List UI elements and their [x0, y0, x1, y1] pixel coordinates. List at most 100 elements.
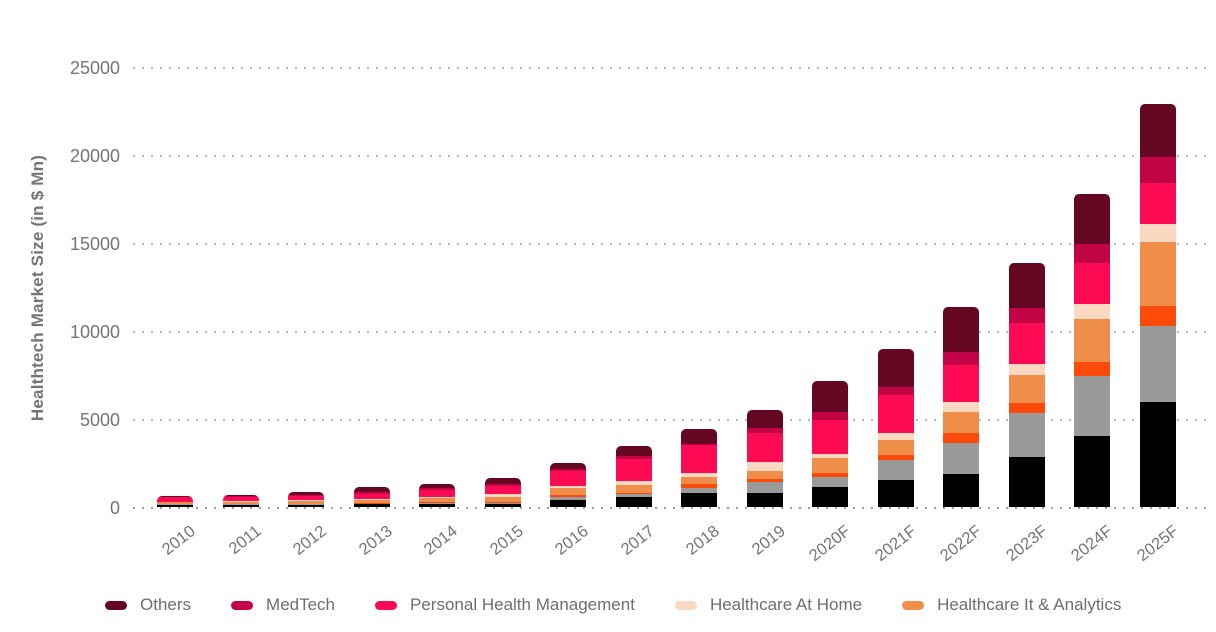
- bar-segment-2015-healthcare-it-analytics[interactable]: [484, 497, 521, 503]
- bar-segment-2015-unlabeled-0[interactable]: [484, 504, 521, 508]
- bar-segment-2014-healthcare-at-home[interactable]: [419, 496, 456, 499]
- bar-segment-2020F-others[interactable]: [812, 380, 849, 412]
- bar-segment-2021F-others[interactable]: [877, 348, 914, 387]
- bar-segment-2010-personal-health-management[interactable]: [157, 497, 194, 502]
- bar-segment-2016-medtech[interactable]: [550, 469, 587, 472]
- bar-segment-2025F-unlabeled-1[interactable]: [1139, 326, 1176, 403]
- bar-segment-2019-unlabeled-0[interactable]: [746, 492, 783, 508]
- bar-segment-2024F-unlabeled-0[interactable]: [1074, 436, 1111, 508]
- bar-segment-2017-unlabeled-1[interactable]: [615, 494, 652, 498]
- bar-segment-2024F-medtech[interactable]: [1074, 244, 1111, 264]
- bar-segment-2015-unlabeled-1[interactable]: [484, 503, 521, 505]
- bar-segment-2025F-healthcare-it-analytics[interactable]: [1139, 242, 1176, 307]
- bar-segment-2011-healthcare-it-analytics[interactable]: [222, 501, 259, 505]
- bar-segment-2019-unlabeled-2[interactable]: [746, 478, 783, 482]
- bar-segment-2013-healthcare-at-home[interactable]: [353, 499, 390, 501]
- bar-2015[interactable]: [484, 478, 521, 508]
- bar-segment-2015-personal-health-management[interactable]: [484, 485, 521, 495]
- bar-2014[interactable]: [419, 483, 456, 508]
- bar-segment-2013-unlabeled-1[interactable]: [353, 503, 390, 505]
- bar-segment-2014-unlabeled-0[interactable]: [419, 503, 456, 508]
- bar-segment-2018-healthcare-at-home[interactable]: [681, 473, 718, 478]
- bar-segment-2010-others[interactable]: [157, 495, 194, 497]
- bar-2018[interactable]: [681, 428, 718, 508]
- bar-segment-2019-personal-health-management[interactable]: [746, 432, 783, 463]
- bar-segment-2014-healthcare-it-analytics[interactable]: [419, 498, 456, 503]
- bar-segment-2018-others[interactable]: [681, 428, 718, 444]
- bar-segment-2024F-unlabeled-1[interactable]: [1074, 376, 1111, 437]
- bar-segment-2025F-unlabeled-2[interactable]: [1139, 306, 1176, 327]
- bar-2012[interactable]: [288, 492, 325, 508]
- bar-segment-2011-healthcare-at-home[interactable]: [222, 501, 259, 502]
- bar-segment-2023F-healthcare-it-analytics[interactable]: [1008, 375, 1045, 404]
- bar-2010[interactable]: [157, 495, 194, 508]
- bar-segment-2022F-unlabeled-1[interactable]: [943, 443, 980, 475]
- bar-segment-2014-others[interactable]: [419, 483, 456, 488]
- bar-segment-2015-unlabeled-2[interactable]: [484, 502, 521, 504]
- bar-segment-2018-unlabeled-0[interactable]: [681, 493, 718, 508]
- bar-segment-2011-others[interactable]: [222, 495, 259, 497]
- bar-segment-2023F-unlabeled-2[interactable]: [1008, 403, 1045, 414]
- bar-segment-2016-healthcare-it-analytics[interactable]: [550, 488, 587, 496]
- bar-segment-2021F-unlabeled-2[interactable]: [877, 455, 914, 461]
- bar-segment-2021F-unlabeled-1[interactable]: [877, 460, 914, 481]
- bar-segment-2016-personal-health-management[interactable]: [550, 471, 587, 487]
- bar-segment-2018-personal-health-management[interactable]: [681, 445, 718, 474]
- bar-segment-2013-medtech[interactable]: [353, 492, 390, 494]
- bar-segment-2015-others[interactable]: [484, 478, 521, 484]
- bar-2025F[interactable]: [1139, 104, 1176, 508]
- bar-segment-2020F-medtech[interactable]: [812, 411, 849, 421]
- bar-segment-2024F-unlabeled-2[interactable]: [1074, 362, 1111, 377]
- bar-segment-2013-unlabeled-0[interactable]: [353, 504, 390, 508]
- bar-segment-2018-medtech[interactable]: [681, 443, 718, 446]
- bar-segment-2023F-unlabeled-0[interactable]: [1008, 457, 1045, 508]
- bar-segment-2023F-personal-health-management[interactable]: [1008, 323, 1045, 364]
- bar-segment-2022F-unlabeled-0[interactable]: [943, 474, 980, 508]
- bar-segment-2020F-personal-health-management[interactable]: [812, 420, 849, 454]
- bar-segment-2025F-unlabeled-0[interactable]: [1139, 402, 1176, 508]
- bar-segment-2019-medtech[interactable]: [746, 427, 783, 433]
- bar-2022F[interactable]: [943, 307, 980, 508]
- bar-segment-2017-unlabeled-0[interactable]: [615, 497, 652, 508]
- bar-segment-2024F-others[interactable]: [1074, 194, 1111, 245]
- bar-segment-2011-unlabeled-0[interactable]: [222, 504, 259, 508]
- bar-segment-2019-others[interactable]: [746, 410, 783, 428]
- bar-2013[interactable]: [353, 487, 390, 508]
- bar-segment-2024F-healthcare-at-home[interactable]: [1074, 304, 1111, 320]
- bar-2019[interactable]: [746, 410, 783, 508]
- bar-segment-2012-others[interactable]: [288, 492, 325, 496]
- bar-segment-2023F-unlabeled-1[interactable]: [1008, 413, 1045, 458]
- bar-segment-2010-medtech[interactable]: [157, 496, 194, 498]
- bar-segment-2025F-others[interactable]: [1139, 104, 1176, 158]
- bar-segment-2020F-unlabeled-1[interactable]: [812, 477, 849, 488]
- bar-2021F[interactable]: [877, 348, 914, 508]
- bar-segment-2012-unlabeled-0[interactable]: [288, 504, 325, 508]
- bar-2017[interactable]: [615, 445, 652, 508]
- bar-segment-2019-healthcare-at-home[interactable]: [746, 462, 783, 471]
- bar-segment-2022F-healthcare-it-analytics[interactable]: [943, 412, 980, 434]
- bar-segment-2021F-healthcare-it-analytics[interactable]: [877, 440, 914, 456]
- bar-segment-2016-unlabeled-1[interactable]: [550, 497, 587, 500]
- bar-segment-2025F-medtech[interactable]: [1139, 157, 1176, 184]
- bar-segment-2017-healthcare-at-home[interactable]: [615, 480, 652, 485]
- bar-segment-2013-personal-health-management[interactable]: [353, 493, 390, 500]
- bar-segment-2020F-healthcare-at-home[interactable]: [812, 453, 849, 459]
- bar-segment-2010-healthcare-at-home[interactable]: [157, 501, 194, 503]
- bar-segment-2019-unlabeled-1[interactable]: [746, 481, 783, 493]
- bar-2024F[interactable]: [1074, 194, 1111, 508]
- bar-segment-2022F-healthcare-at-home[interactable]: [943, 402, 980, 413]
- bar-segment-2013-unlabeled-2[interactable]: [353, 503, 390, 504]
- bar-2020F[interactable]: [812, 380, 849, 508]
- bar-segment-2016-others[interactable]: [550, 463, 587, 470]
- bar-segment-2015-healthcare-at-home[interactable]: [484, 494, 521, 498]
- bar-segment-2020F-healthcare-it-analytics[interactable]: [812, 458, 849, 474]
- bar-segment-2021F-unlabeled-0[interactable]: [877, 480, 914, 508]
- bar-segment-2012-medtech[interactable]: [288, 495, 325, 497]
- bar-segment-2025F-healthcare-at-home[interactable]: [1139, 224, 1176, 243]
- bar-segment-2013-others[interactable]: [353, 487, 390, 493]
- bar-segment-2022F-unlabeled-2[interactable]: [943, 433, 980, 444]
- bar-segment-2023F-medtech[interactable]: [1008, 308, 1045, 324]
- bar-segment-2012-healthcare-it-analytics[interactable]: [288, 501, 325, 505]
- bar-segment-2012-healthcare-at-home[interactable]: [288, 500, 325, 502]
- bar-segment-2025F-personal-health-management[interactable]: [1139, 183, 1176, 225]
